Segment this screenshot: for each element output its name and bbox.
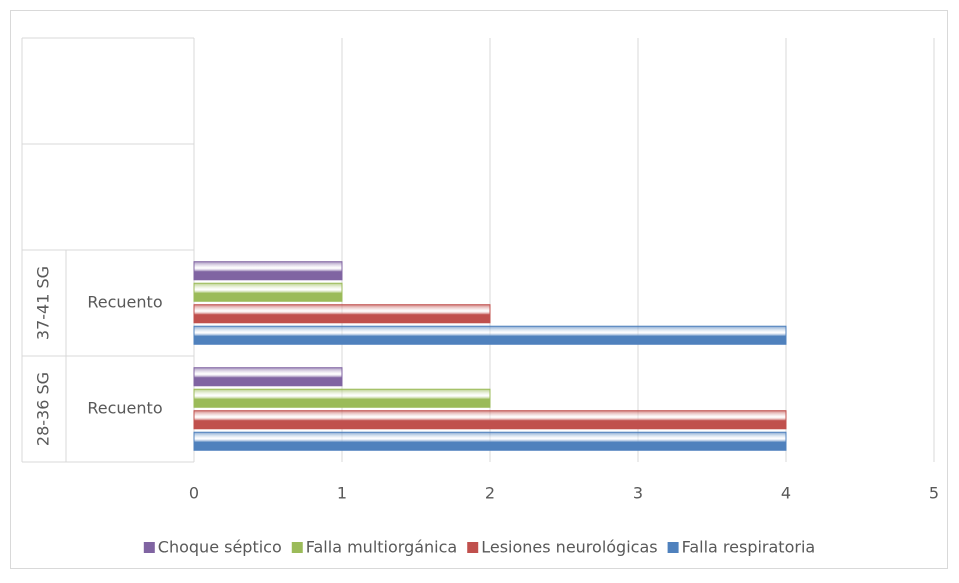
bar — [193, 325, 787, 345]
group-label: 28-36 SG — [34, 372, 53, 446]
x-tick-label: 0 — [189, 484, 199, 503]
chart-border — [10, 10, 948, 569]
legend-item: Falla multiorgánica — [291, 538, 457, 557]
legend-swatch — [667, 542, 679, 553]
bar — [193, 367, 343, 387]
bar — [193, 282, 343, 302]
x-tick-label: 3 — [633, 484, 643, 503]
bar — [193, 431, 787, 451]
legend-item: Choque séptico — [143, 538, 282, 557]
legend-label: Choque séptico — [158, 538, 282, 557]
bar — [193, 261, 343, 281]
bar — [193, 388, 491, 408]
bar — [193, 410, 787, 430]
x-tick-label: 1 — [337, 484, 347, 503]
legend-label: Falla multiorgánica — [306, 538, 457, 557]
legend-label: Lesiones neurológicas — [481, 538, 657, 557]
legend-swatch — [143, 542, 155, 553]
legend-item: Lesiones neurológicas — [467, 538, 658, 557]
group-label: 37-41 SG — [34, 266, 53, 340]
legend-item: Falla respiratoria — [667, 538, 816, 557]
legend-swatch — [291, 542, 303, 553]
x-tick-label: 5 — [929, 484, 939, 503]
x-tick-label: 2 — [485, 484, 495, 503]
y-tick-label: Recuento — [87, 399, 162, 418]
legend: Choque séptico Falla multiorgánica Lesione… — [143, 538, 816, 557]
legend-label: Falla respiratoria — [682, 538, 816, 557]
y-tick-label: Recuento — [87, 293, 162, 312]
legend-swatch — [467, 542, 479, 553]
x-tick-label: 4 — [781, 484, 791, 503]
bar — [193, 304, 491, 324]
